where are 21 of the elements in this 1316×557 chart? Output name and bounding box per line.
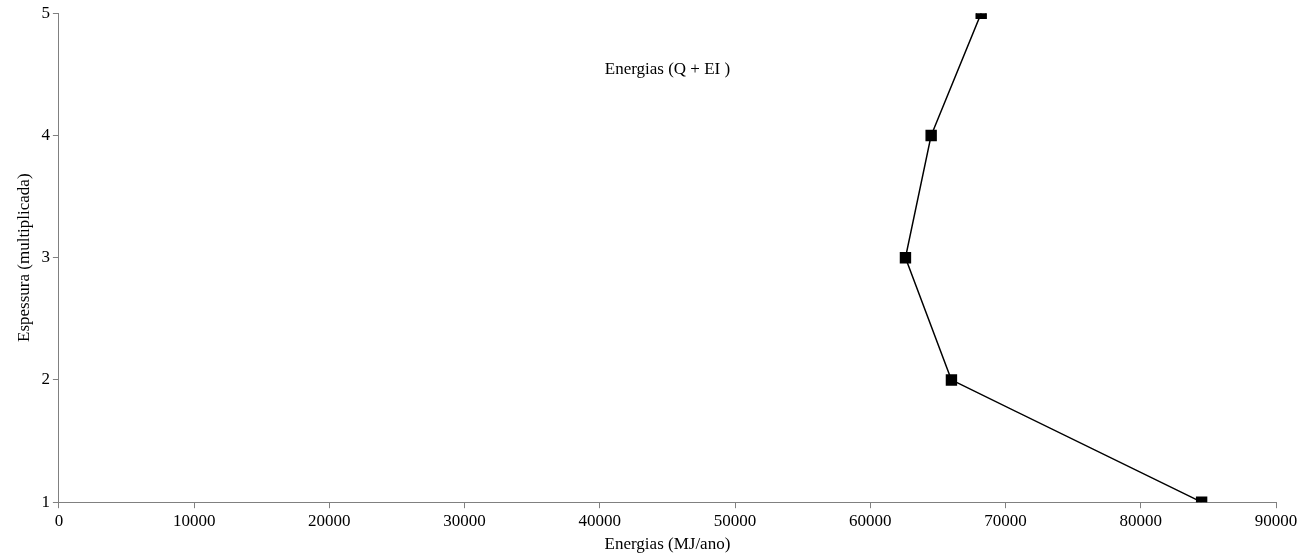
x-axis-title: Energias (MJ/ano) — [604, 534, 731, 554]
x-tick-label: 90000 — [1254, 510, 1298, 530]
x-tick-label: 30000 — [443, 510, 486, 530]
point — [945, 374, 958, 386]
x-tick-label: 20000 — [308, 510, 351, 530]
y-tick-label: 3 — [41, 247, 50, 267]
x-tick-label: 70000 — [984, 510, 1027, 530]
point — [899, 252, 912, 264]
x-tick-label: 40000 — [578, 510, 622, 530]
annotation: Energias (Q + EI ) — [604, 58, 731, 78]
y-tick-label: 4 — [41, 124, 51, 144]
x-tick-label: 50000 — [713, 510, 757, 530]
y-tick-label: 2 — [41, 369, 50, 389]
point — [925, 129, 937, 142]
y-tick-label: 5 — [41, 2, 50, 22]
y-axis-title: Espessura (multiplicada) — [13, 173, 33, 342]
x-tick-label: 0 — [54, 510, 64, 530]
x-tick-label: 80000 — [1119, 510, 1163, 530]
x-tick-label: 10000 — [172, 510, 216, 530]
y-tick-label: 1 — [41, 491, 50, 511]
x-tick-label: 60000 — [849, 510, 892, 530]
